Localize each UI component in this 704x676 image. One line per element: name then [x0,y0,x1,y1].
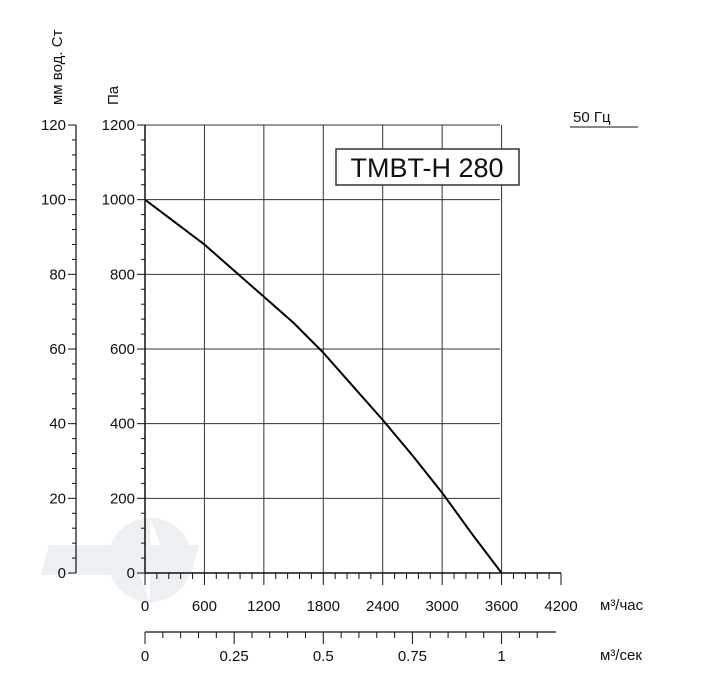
model-label: TMBT-H 280 [350,153,503,183]
y-right-tick-label: 0 [127,565,135,582]
x-sec-tick-label: 0 [141,648,149,665]
y-right-tick-label: 1200 [102,117,135,134]
x-hour-tick-label: 2400 [366,598,399,615]
y-left-tick-label: 100 [41,192,66,209]
plot-grid [145,124,503,574]
y-right-tick-label: 1000 [102,192,135,209]
y-left-axis-label: мм вод. Ст [49,29,66,105]
y-right-tick-label: 600 [110,341,135,358]
y-left-tick-label: 40 [49,416,66,433]
x-hour-tick-label: 4200 [544,598,577,615]
x-axis-label-sec: м³/сек [600,647,642,664]
y-right-axis-label: Па [105,85,122,105]
y-right-tick-label: 800 [110,266,135,283]
x-hour-tick-label: 3600 [485,598,518,615]
y-right-tick-label: 200 [110,490,135,507]
series [144,198,503,574]
model-label-box [335,148,520,186]
x-sec-tick-label: 1 [497,648,505,665]
axes [68,124,562,644]
x-hour-tick-label: 0 [141,598,149,615]
y-left-tick-label: 120 [41,117,66,134]
x-hour-tick-label: 1200 [247,598,280,615]
ventel-logo-watermark [40,518,199,602]
y-left-tick-label: 80 [49,266,66,283]
y-right-tick-label: 400 [110,416,135,433]
x-hour-tick-label: 1800 [307,598,340,615]
pressure-curve [144,198,503,574]
x-hour-tick-label: 3000 [425,598,458,615]
x-axis-label-hour: м³/час [600,597,644,614]
y-left-tick-label: 20 [49,490,66,507]
frequency-label: 50 Гц [573,109,611,126]
x-hour-tick-label: 600 [192,598,217,615]
y-left-tick-label: 60 [49,341,66,358]
x-sec-tick-label: 0.25 [220,648,249,665]
x-sec-tick-label: 0.75 [398,648,427,665]
y-left-tick-label: 0 [58,565,66,582]
x-sec-tick-label: 0.5 [313,648,334,665]
